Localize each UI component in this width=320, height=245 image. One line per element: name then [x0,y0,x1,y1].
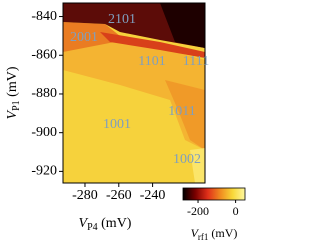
colorbar-label: Vrf1 (mV) [191,226,238,242]
region-label: 1001 [103,117,131,132]
y-tick-label: -880 [31,86,57,101]
x-tick-label: -260 [106,188,132,203]
region-label: 1002 [173,152,201,167]
label-unit: (mV) [208,226,237,240]
heatmap-region [63,35,205,150]
region-label: 1101 [138,54,165,69]
x-tick-label: -240 [140,188,166,203]
plot-frame [62,2,206,184]
region-label: 2001 [70,30,98,45]
heatmap-region [190,148,205,183]
label-symbol: V [5,109,20,119]
heatmap-region [100,32,205,58]
y-tick-label: -920 [31,164,57,179]
colorbar-tick-label: 0 [233,204,239,218]
y-tick-label: -900 [31,125,57,140]
label-subscript: P1 [11,100,22,111]
x-axis-label: VP4 (mV) [79,216,132,233]
y-tick-label: -860 [31,47,57,62]
heatmap [63,3,205,183]
label-unit: (mV) [98,216,132,231]
label-symbol: V [191,226,200,240]
region-label: 1011 [168,104,195,119]
colorbar-tick-label: -200 [187,204,209,218]
region-label: 2101 [108,12,136,27]
x-tick-label: -280 [72,188,98,203]
colorbar [182,187,246,201]
label-subscript: rf1 [198,232,209,242]
heatmap-region [165,80,205,150]
heatmap-region [63,22,125,52]
label-unit: (mV) [5,66,20,100]
heatmap-region [160,3,205,48]
y-axis-label: VP1 (mV) [5,66,22,119]
region-label: 1111 [183,54,209,69]
label-subscript: P4 [87,222,98,233]
y-tick-label: -840 [31,9,57,24]
label-symbol: V [79,216,89,231]
